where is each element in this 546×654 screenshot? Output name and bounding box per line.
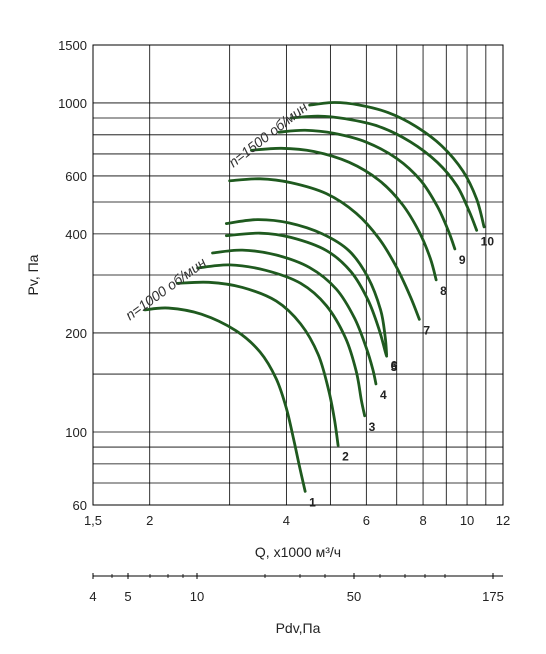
curve-6 bbox=[224, 218, 389, 356]
y-axis-title: Pv, Па bbox=[25, 254, 41, 295]
x-tick-label: 6 bbox=[363, 513, 370, 528]
x-tick-label: 1,5 bbox=[84, 513, 102, 528]
curve-label-7: 7 bbox=[423, 323, 430, 337]
curve-label-4: 4 bbox=[380, 388, 387, 402]
curve-label-6: 6 bbox=[391, 358, 398, 372]
curve-4 bbox=[211, 248, 378, 386]
y-tick-label: 100 bbox=[65, 425, 87, 440]
secondary-tick-label: 5 bbox=[124, 589, 131, 604]
x-tick-label: 10 bbox=[460, 513, 474, 528]
y-tick-labels: 60 100 200 400 600 1000 1500 bbox=[58, 38, 87, 513]
secondary-tick-label: 10 bbox=[190, 589, 204, 604]
y-tick-label: 1000 bbox=[58, 96, 87, 111]
curve-3 bbox=[196, 263, 367, 418]
x-tick-label: 12 bbox=[496, 513, 510, 528]
curve-5 bbox=[224, 231, 389, 358]
secondary-axis-ticks: 4 5 10 50 175 bbox=[89, 573, 504, 604]
curve-label-3: 3 bbox=[369, 420, 376, 434]
secondary-tick-label: 175 bbox=[482, 589, 504, 604]
curve-label-5: 5 bbox=[391, 360, 398, 374]
curve-label-9: 9 bbox=[459, 253, 466, 267]
x-axis-title: Q, x1000 м³/ч bbox=[255, 544, 341, 560]
curve-label-2: 2 bbox=[342, 449, 349, 463]
curve-8 bbox=[250, 146, 438, 282]
x-tick-label: 8 bbox=[419, 513, 426, 528]
y-tick-label: 600 bbox=[65, 169, 87, 184]
curve-7 bbox=[228, 177, 421, 321]
curves bbox=[143, 101, 486, 493]
curve-label-8: 8 bbox=[440, 284, 447, 298]
secondary-tick-label: 4 bbox=[89, 589, 96, 604]
plot-frame bbox=[92, 44, 504, 506]
secondary-tick-label: 50 bbox=[347, 589, 361, 604]
curve-1 bbox=[143, 306, 307, 493]
curve-label-1: 1 bbox=[309, 495, 316, 509]
curve-labels: 1 2 3 456 7 8 9 10 bbox=[309, 234, 494, 509]
x-tick-labels: 1,5 2 4 6 8 10 12 bbox=[84, 513, 510, 528]
curve-2 bbox=[175, 280, 340, 447]
curve-10 bbox=[289, 114, 479, 232]
x-tick-label: 2 bbox=[146, 513, 153, 528]
curve-label-10: 10 bbox=[481, 234, 495, 248]
secondary-axis-title: Pdv,Па bbox=[276, 620, 321, 636]
y-tick-label: 400 bbox=[65, 227, 87, 242]
curve-upper bbox=[308, 101, 486, 229]
x-tick-label: 4 bbox=[283, 513, 290, 528]
curve-9 bbox=[277, 128, 457, 251]
y-tick-label: 60 bbox=[73, 498, 87, 513]
y-tick-label: 200 bbox=[65, 326, 87, 341]
y-tick-label: 1500 bbox=[58, 38, 87, 53]
